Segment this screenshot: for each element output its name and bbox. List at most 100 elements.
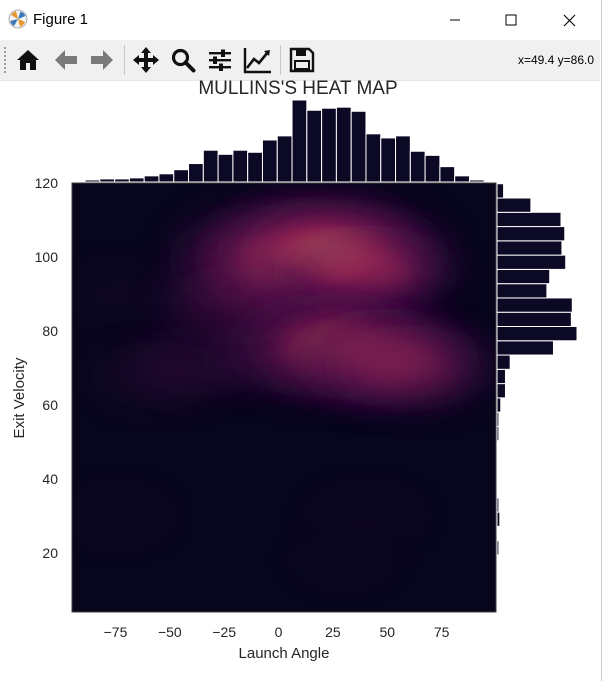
histogram-bar — [496, 297, 573, 313]
y-tick-label: 60 — [42, 397, 58, 413]
close-button[interactable] — [540, 0, 598, 40]
histogram-bar — [261, 139, 278, 183]
arrow-right-icon — [91, 50, 113, 70]
toolbar-separator — [280, 45, 281, 75]
top-histogram — [84, 99, 485, 183]
density-blob — [286, 531, 401, 589]
arrow-left-icon — [55, 50, 77, 70]
histogram-bar — [496, 311, 572, 327]
histogram-bar — [321, 107, 337, 183]
window-title: Figure 1 — [33, 11, 89, 28]
histogram-bar — [496, 197, 532, 213]
y-tick-label: 20 — [42, 545, 58, 561]
density-blob — [220, 337, 315, 384]
x-tick-label: 50 — [379, 624, 395, 640]
histogram-bar — [276, 135, 293, 183]
histogram-bar — [496, 525, 499, 542]
save-button[interactable] — [286, 44, 318, 76]
histogram-bar — [99, 178, 116, 183]
density-blob — [72, 263, 188, 325]
histogram-bar — [496, 283, 548, 299]
right-histogram — [496, 183, 578, 613]
pan-button[interactable] — [130, 44, 162, 76]
histogram-bar — [496, 254, 567, 270]
histogram-bar — [496, 568, 499, 584]
x-tick-label: 75 — [434, 624, 450, 640]
y-tick-label: 120 — [35, 175, 59, 191]
histogram-bar — [496, 497, 500, 513]
heatmap-frame — [71, 182, 497, 613]
histogram-bar — [424, 154, 441, 183]
maximize-icon — [505, 14, 517, 26]
line-chart-icon — [243, 48, 271, 74]
histogram-bar — [496, 354, 511, 370]
histogram-bar — [128, 177, 145, 183]
zoom-button[interactable] — [167, 44, 199, 76]
histogram-bar — [335, 106, 352, 183]
minimize-button[interactable] — [426, 0, 484, 40]
x-tick-label: 25 — [325, 624, 341, 640]
histogram-bar — [395, 135, 411, 183]
navigation-toolbar: x=49.4 y=86.0 — [0, 40, 600, 81]
forward-button[interactable] — [86, 44, 118, 76]
histogram-bar — [306, 109, 323, 183]
chart-title: MULLINS'S HEAT MAP — [198, 80, 397, 99]
density-blob — [321, 250, 410, 294]
density-blob — [89, 341, 228, 410]
histogram-bar — [232, 149, 249, 183]
density-blob — [72, 486, 174, 545]
histogram-bar — [188, 163, 204, 183]
density-blob — [305, 486, 426, 546]
histogram-bar — [350, 110, 367, 183]
y-tick-label: 100 — [35, 249, 59, 265]
histogram-bar — [496, 511, 501, 527]
move-icon — [133, 47, 159, 73]
figure-canvas[interactable]: −75 −50 −25 0 25 50 75 20 40 60 80 100 120 MULLINS'… — [0, 78, 600, 685]
histogram-bar — [380, 137, 397, 183]
density-blob — [179, 277, 291, 333]
histogram-bar — [158, 173, 175, 183]
back-button[interactable] — [50, 44, 82, 76]
magnifier-icon — [171, 48, 196, 73]
sliders-icon — [209, 49, 231, 71]
histogram-bar — [468, 179, 485, 183]
histogram-bar — [84, 179, 101, 183]
histogram-bar — [143, 175, 160, 183]
title-bar: Figure 1 — [0, 0, 600, 40]
y-tick-label: 40 — [42, 471, 58, 487]
toolbar-separator — [124, 45, 125, 75]
toolbar-grip[interactable] — [3, 46, 7, 74]
density-blob — [368, 347, 450, 388]
histogram-bar — [496, 340, 554, 356]
density-blob — [200, 327, 336, 394]
histogram-bar — [291, 99, 308, 183]
close-icon — [563, 14, 575, 26]
density-layer — [72, 195, 496, 589]
histogram-bar — [496, 226, 566, 242]
histogram-bar — [496, 582, 499, 599]
joint-plot[interactable]: −75 −50 −25 0 25 50 75 20 40 60 80 100 120 MULLINS'… — [0, 78, 600, 680]
histogram-bar — [496, 240, 563, 256]
histogram-bar — [496, 425, 500, 442]
home-icon — [17, 50, 39, 70]
home-button[interactable] — [12, 44, 44, 76]
histogram-bar — [454, 175, 470, 183]
minimize-icon — [450, 19, 460, 21]
maximize-button[interactable] — [482, 0, 540, 40]
x-axis-label: Launch Angle — [239, 645, 330, 662]
edit-axis-button[interactable] — [242, 44, 274, 76]
histogram-bar — [496, 440, 499, 456]
histogram-bar — [496, 597, 499, 613]
histogram-bar — [496, 268, 551, 285]
density-blob — [111, 351, 208, 399]
y-axis-ticks: 20 40 60 80 100 120 — [35, 175, 59, 561]
configure-subplots-button[interactable] — [204, 44, 236, 76]
matplotlib-icon — [8, 9, 28, 29]
x-tick-label: −75 — [104, 624, 128, 640]
histogram-bar — [217, 153, 234, 183]
histogram-bar — [496, 468, 499, 485]
histogram-bar — [439, 166, 456, 183]
histogram-bar — [496, 454, 499, 470]
x-axis-ticks: −75 −50 −25 0 25 50 75 — [104, 624, 450, 640]
